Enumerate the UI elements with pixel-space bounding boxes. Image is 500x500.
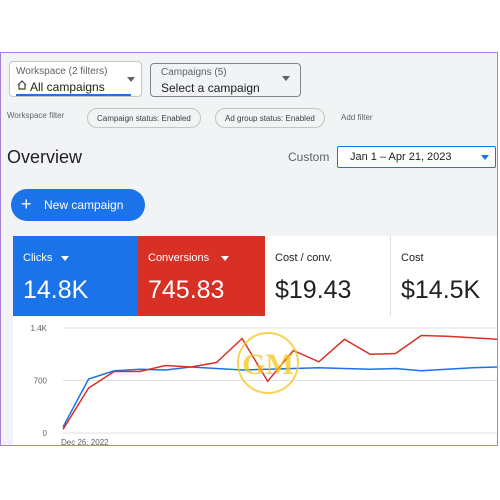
metric-name: Conversions: [148, 252, 210, 264]
focus-underline: [16, 94, 131, 96]
metric-name: Cost / conv.: [275, 252, 333, 264]
y-tick-label: 1.4K: [31, 324, 48, 333]
home-icon: [17, 80, 27, 90]
series-line-clicks: [62, 366, 497, 428]
metric-name: Clicks: [23, 252, 53, 264]
caret-down-icon: [221, 256, 229, 261]
watermark-logo: GM: [237, 332, 299, 394]
plus-icon: +: [21, 194, 32, 214]
app-frame: Workspace (2 filters) All campaigns Camp…: [0, 52, 498, 446]
filter-chip-campaign-status[interactable]: Campaign status: Enabled: [87, 108, 201, 128]
metric-value: 14.8K: [23, 276, 89, 304]
date-range-picker[interactable]: Jan 1 – Apr 21, 2023: [337, 146, 496, 168]
y-tick-label: 0: [43, 429, 48, 438]
filter-chip-ad-group-status[interactable]: Ad group status: Enabled: [215, 108, 325, 128]
page-title: Overview: [7, 147, 83, 167]
series-line-conversions: [62, 334, 497, 430]
line-chart-svg: 1.4K 700 0 Dec 26, 2022 GM: [31, 324, 497, 446]
watermark-text: GM: [242, 348, 294, 381]
metric-name: Cost: [401, 252, 424, 264]
workspace-dropdown-label: Workspace (2 filters): [16, 66, 108, 77]
performance-chart: 1.4K 700 0 Dec 26, 2022 GM: [13, 316, 497, 446]
date-range-value: Jan 1 – Apr 21, 2023: [350, 151, 452, 163]
new-campaign-label: New campaign: [44, 198, 124, 212]
y-tick-label: 700: [34, 377, 48, 386]
new-campaign-button[interactable]: + New campaign: [11, 189, 145, 221]
chevron-down-icon: [127, 77, 135, 82]
campaign-dropdown-value: Select a campaign: [161, 81, 260, 95]
metric-tile-clicks[interactable]: Clicks 14.8K: [13, 236, 138, 316]
date-range-type: Custom: [288, 150, 330, 164]
campaign-dropdown-label: Campaigns (5): [161, 67, 227, 78]
chevron-down-icon: [282, 76, 290, 81]
caret-down-icon: [61, 256, 69, 261]
metric-value: $14.5K: [401, 276, 481, 304]
metric-value: $19.43: [275, 276, 352, 304]
workspace-filter-label: Workspace filter: [7, 111, 65, 120]
metric-value: 745.83: [148, 276, 225, 304]
metric-tile-cost-per-conv[interactable]: Cost / conv. $19.43: [265, 236, 391, 316]
x-tick-label: Dec 26, 2022: [61, 438, 109, 446]
campaign-dropdown[interactable]: Campaigns (5) Select a campaign: [150, 63, 301, 97]
metric-tile-conversions[interactable]: Conversions 745.83: [138, 236, 265, 316]
metric-tile-cost[interactable]: Cost $14.5K: [391, 236, 497, 316]
workspace-dropdown[interactable]: Workspace (2 filters) All campaigns: [9, 61, 142, 97]
add-filter-link[interactable]: Add filter: [341, 113, 373, 122]
workspace-dropdown-value: All campaigns: [30, 80, 105, 94]
watermark-ring: [237, 332, 299, 394]
chevron-down-icon: [481, 155, 489, 160]
